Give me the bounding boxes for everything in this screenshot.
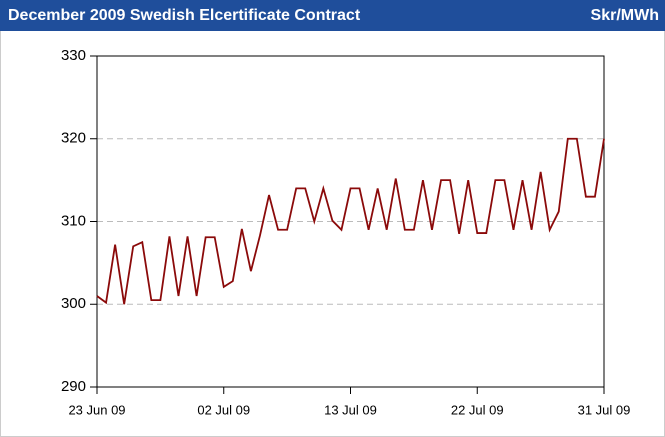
y-tick-label: 310 xyxy=(61,212,86,229)
x-tick-label: 31 Jul 09 xyxy=(578,402,631,417)
y-tick-label: 320 xyxy=(61,130,86,147)
line-series xyxy=(96,137,605,305)
chart-title: December 2009 Swedish Elcertificate Cont… xyxy=(8,7,361,24)
x-tick-label: 22 Jul 09 xyxy=(451,402,504,417)
x-tick-label: 23 Jun 09 xyxy=(68,402,125,417)
x-tick-label: 02 Jul 09 xyxy=(197,402,250,417)
y-tick-label: 290 xyxy=(61,378,86,395)
y-tick-label: 300 xyxy=(61,295,86,312)
plot-frame xyxy=(96,55,605,388)
header-bar xyxy=(0,0,665,31)
unit-label: Skr/MWh xyxy=(591,7,659,24)
x-tick-label: 13 Jul 09 xyxy=(324,402,377,417)
y-tick-label: 330 xyxy=(61,47,86,64)
